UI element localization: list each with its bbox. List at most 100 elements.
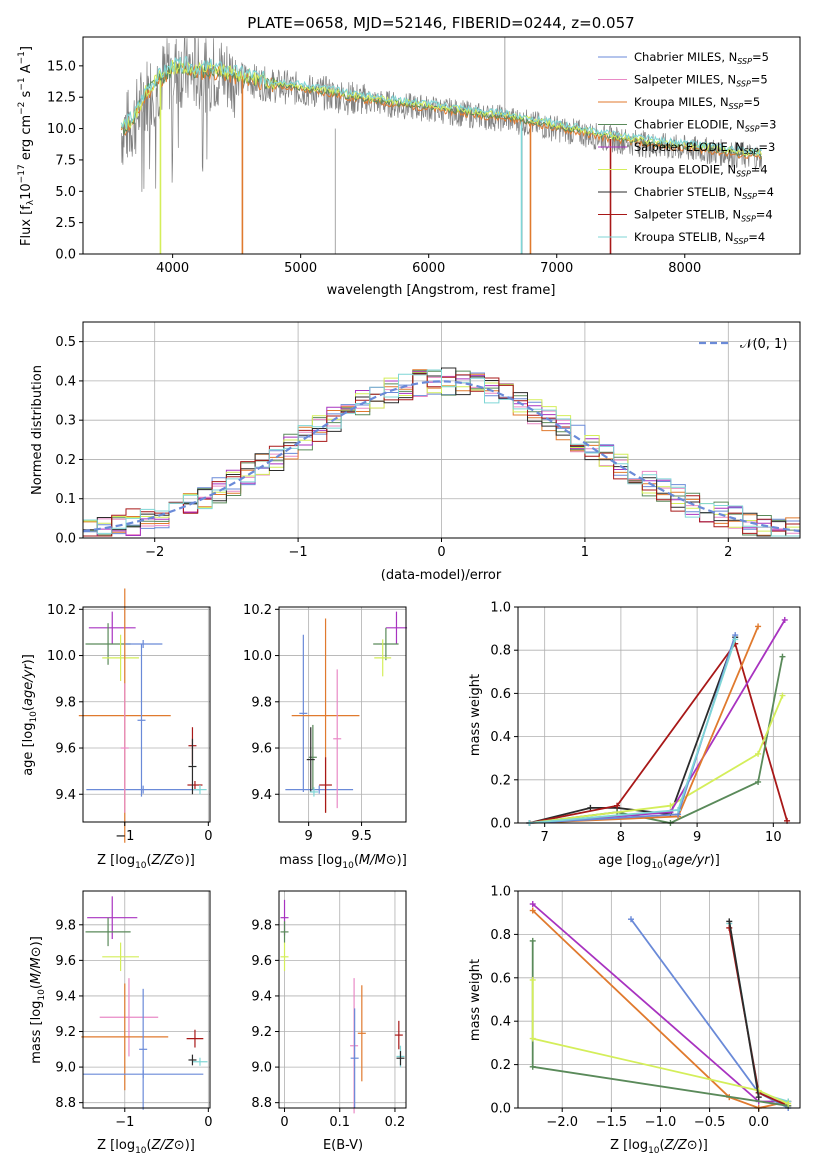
x-tick-label: 0 xyxy=(437,545,445,560)
x-tick-label: 0.2 xyxy=(385,1115,406,1130)
legend-part: SSP xyxy=(744,147,759,156)
y-tick-label: 9.8 xyxy=(251,695,272,710)
legend-part: Kroupa MILES, N xyxy=(634,95,729,109)
spectrum-xlabel: wavelength [Angstrom, rest frame] xyxy=(327,283,556,298)
y-tick-label: 5.0 xyxy=(55,185,76,200)
legend-label: Kroupa MILES, NSSP=5 xyxy=(634,95,760,111)
legend-part: =3 xyxy=(758,140,775,154)
x-tick-label: −1.5 xyxy=(596,1115,628,1130)
y-tick-label: 9.8 xyxy=(251,918,272,933)
label-part: )] xyxy=(21,654,36,664)
y-tick-label: 0.2 xyxy=(55,453,76,468)
label-part: Flux [f xyxy=(19,205,34,246)
y-tick-label: 9.2 xyxy=(55,1025,76,1040)
weight-age-series xyxy=(529,656,784,824)
legend-part: =3 xyxy=(760,118,777,132)
weight-z-series xyxy=(531,980,789,1105)
legend-part: SSP xyxy=(736,80,751,89)
x-tick-label: 2 xyxy=(724,545,732,560)
x-tick-label: −2.0 xyxy=(546,1115,578,1130)
label-part: Z [log xyxy=(97,1138,135,1153)
y-tick-label: 10.2 xyxy=(243,603,272,618)
mass-ebv-xlabel: E(B-V) xyxy=(323,1138,363,1153)
y-tick-label: 0.0 xyxy=(55,248,76,263)
x-tick-label: −2 xyxy=(145,545,164,560)
weight-z-marks xyxy=(529,901,792,1111)
weight-age-xlabel: age [log10(age/yr)] xyxy=(598,853,720,871)
residuals-axes: −2 −1 0 1 2 0.0 0.1 0.2 0.3 0.4 0.5 xyxy=(55,321,801,560)
mass-z-marks xyxy=(81,896,208,1110)
x-tick-label: 8 xyxy=(617,830,625,845)
legend-part: =5 xyxy=(752,50,769,64)
residuals-ylabel: Normed distribution xyxy=(30,365,45,495)
age-z-xlabel-text: Z [log10(Z/Z⊙)] xyxy=(97,853,195,871)
y-tick-label: 8.8 xyxy=(55,1096,76,1111)
legend-label: Chabrier ELODIE, NSSP=3 xyxy=(634,118,776,134)
label-part: )] xyxy=(29,936,44,946)
y-tick-label: 10.0 xyxy=(243,649,272,664)
age-mass-xlabel: mass [log10(M/M⊙)] xyxy=(279,853,407,871)
x-tick-label: 9 xyxy=(304,829,312,844)
legend-part: =5 xyxy=(743,95,760,109)
label-part: mass [log xyxy=(29,1001,44,1064)
age-mass-marks xyxy=(285,611,408,813)
y-tick-label: 0.0 xyxy=(55,532,76,547)
y-tick-label: 10.0 xyxy=(47,122,76,137)
y-tick-label: 0.4 xyxy=(490,1015,511,1030)
legend-part: Kroupa STELIB, N xyxy=(634,230,734,244)
age-z: −1 0 9.4 9.6 9.8 10.0 10.2 xyxy=(47,588,212,844)
label-part: ( xyxy=(147,1138,152,1153)
label-part: ( xyxy=(29,984,44,989)
weight-z-series xyxy=(532,909,789,1109)
mass-z: −1 0 8.8 9.0 9.2 9.4 9.6 9.8 xyxy=(55,890,212,1130)
age-z-marks xyxy=(78,588,207,843)
label-part: 10 xyxy=(651,861,663,871)
y-tick-label: 0.2 xyxy=(490,1058,511,1073)
y-tick-label: 0.2 xyxy=(490,773,511,788)
y-tick-label: 0.3 xyxy=(55,414,76,429)
model-spectrum xyxy=(120,56,763,155)
label-part: ] xyxy=(19,46,34,51)
y-tick-label: 0.4 xyxy=(490,730,511,745)
label-part: Z [log xyxy=(97,853,135,868)
y-tick-label: 9.8 xyxy=(55,695,76,710)
label-part: −17 xyxy=(17,164,27,183)
x-tick-label: −1.0 xyxy=(645,1115,677,1130)
residuals-xlabel: (data-model)/error xyxy=(381,568,502,583)
label-part: age [log xyxy=(598,853,651,868)
label-part: age/yr xyxy=(21,663,36,706)
label-part: )] xyxy=(185,853,195,868)
x-tick-label: 4000 xyxy=(156,261,189,276)
legend-label: Salpeter MILES, NSSP=5 xyxy=(634,73,768,89)
spectrum-title: PLATE=0658, MJD=52146, FIBERID=0244, z=0… xyxy=(247,14,634,32)
x-tick-label: 9.5 xyxy=(351,829,372,844)
x-tick-label: 5000 xyxy=(284,261,317,276)
axes-frame xyxy=(517,890,801,1109)
x-tick-label: 0 xyxy=(204,1115,212,1130)
y-tick-label: 9.0 xyxy=(251,1061,272,1076)
legend-part: =4 xyxy=(748,230,765,244)
label-part: )] xyxy=(185,1138,195,1153)
y-tick-label: 10.2 xyxy=(47,603,76,618)
model-spectrum xyxy=(121,59,763,156)
label-part: 10 xyxy=(135,1146,147,1156)
mass-z-xlabel-text: Z [log10(Z/Z⊙)] xyxy=(97,1138,195,1156)
y-tick-label: 15.0 xyxy=(47,59,76,74)
y-tick-label: 0.5 xyxy=(55,335,76,350)
y-tick-label: 9.8 xyxy=(55,918,76,933)
legend-label: Salpeter STELIB, NSSP=4 xyxy=(634,208,773,224)
y-tick-label: 0.1 xyxy=(55,492,76,507)
mass-z-ylabel-text: mass [log10(M/M⊙)] xyxy=(29,936,47,1064)
label-part: λ xyxy=(26,199,36,205)
age-z-xlabel: Z [log10(Z/Z⊙)] xyxy=(97,853,195,871)
y-tick-label: 9.4 xyxy=(251,989,272,1004)
histogram-series xyxy=(83,369,800,537)
label-part: 10 xyxy=(342,861,354,871)
legend-part: SSP xyxy=(729,102,744,111)
spectrum-ylabel: Flux [fλ10−17 erg cm−2 s−1 A−1] xyxy=(17,46,36,246)
x-tick-label: 7000 xyxy=(540,261,573,276)
mass-ebv: 0 0.1 0.2 8.8 9.0 9.2 9.4 9.6 9.8 xyxy=(251,890,407,1130)
y-tick-label: 9.6 xyxy=(251,742,272,757)
label-part: ( xyxy=(147,853,152,868)
weight-z-ylabel: mass weight xyxy=(468,959,483,1041)
